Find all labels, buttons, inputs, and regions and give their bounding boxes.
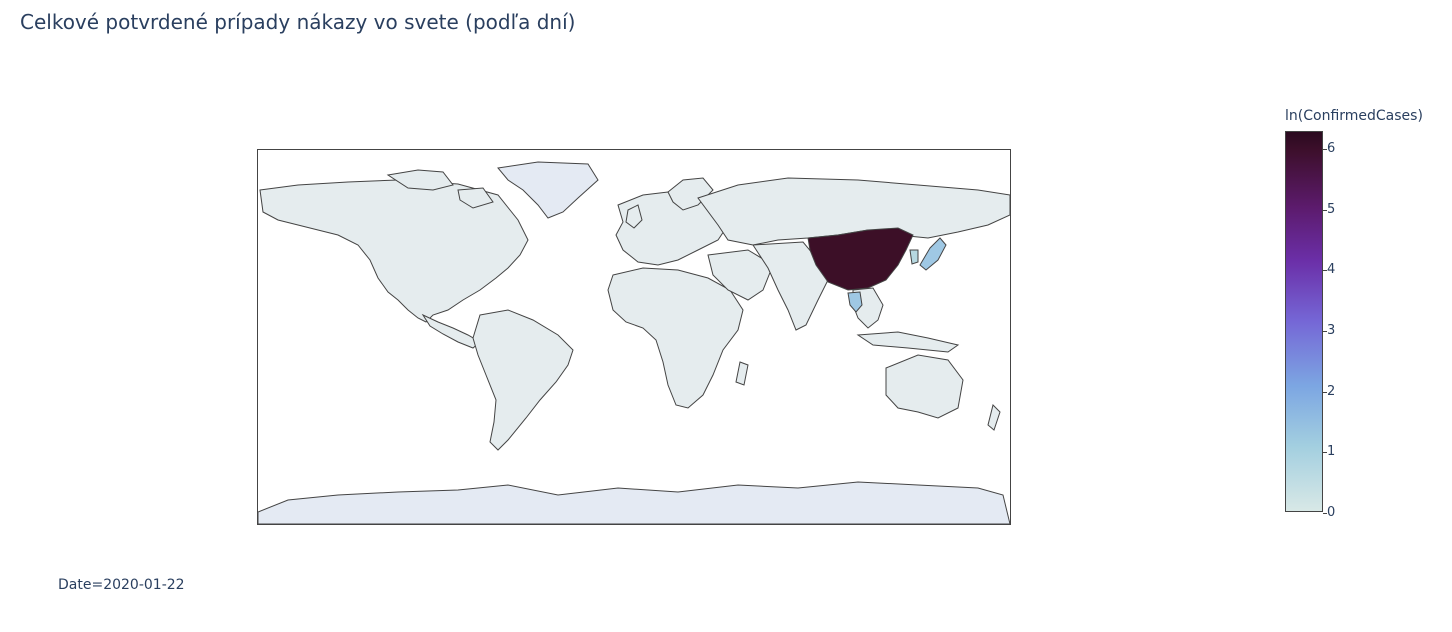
country-thailand[interactable] <box>847 291 863 313</box>
colorbar-tick-label: 3 <box>1327 323 1336 339</box>
south-america[interactable] <box>472 309 574 451</box>
madagascar[interactable] <box>735 361 749 386</box>
colorbar-tick-label: 2 <box>1327 383 1336 399</box>
colorbar-tick-label: 6 <box>1327 141 1336 157</box>
colorbar-title: ln(ConfirmedCases) <box>1285 108 1423 124</box>
antarctica[interactable] <box>258 481 1010 524</box>
colorbar-tick-label: 5 <box>1327 201 1336 217</box>
colorbar-tickmark <box>1323 209 1327 211</box>
colorbar-tick-label: 0 <box>1327 505 1336 520</box>
new-zealand[interactable] <box>987 404 1001 431</box>
colorbar-tickmark <box>1323 391 1327 393</box>
colorbar-tickmark <box>1323 452 1327 454</box>
arctic-islands[interactable] <box>386 169 454 191</box>
colorbar-tickmark <box>1323 270 1327 272</box>
colorbar-tick-label: 4 <box>1327 262 1336 278</box>
colorbar-tick-label: 1 <box>1327 444 1336 460</box>
greenland[interactable] <box>497 161 599 219</box>
uk[interactable] <box>625 204 643 229</box>
chart-title: Celkové potvrdené prípady nákazy vo svet… <box>20 10 576 34</box>
central-america[interactable] <box>421 313 481 349</box>
country-japan[interactable] <box>919 237 947 271</box>
arctic-islands-2[interactable] <box>457 187 494 209</box>
africa[interactable] <box>607 267 744 409</box>
colorbar-tickmark <box>1323 513 1327 514</box>
colorbar <box>1285 131 1323 512</box>
date-slider-label: Date=2020-01-22 <box>58 577 185 593</box>
country-south-korea[interactable] <box>909 249 919 265</box>
world-map[interactable] <box>257 149 1011 525</box>
world-map-svg[interactable] <box>258 150 1010 524</box>
indonesia[interactable] <box>856 331 960 353</box>
colorbar-tickmark <box>1323 149 1327 151</box>
country-china[interactable] <box>807 227 914 291</box>
colorbar-tickmark <box>1323 331 1327 333</box>
russia[interactable] <box>697 177 1010 246</box>
middle-east[interactable] <box>707 249 774 301</box>
australia[interactable] <box>885 354 964 419</box>
